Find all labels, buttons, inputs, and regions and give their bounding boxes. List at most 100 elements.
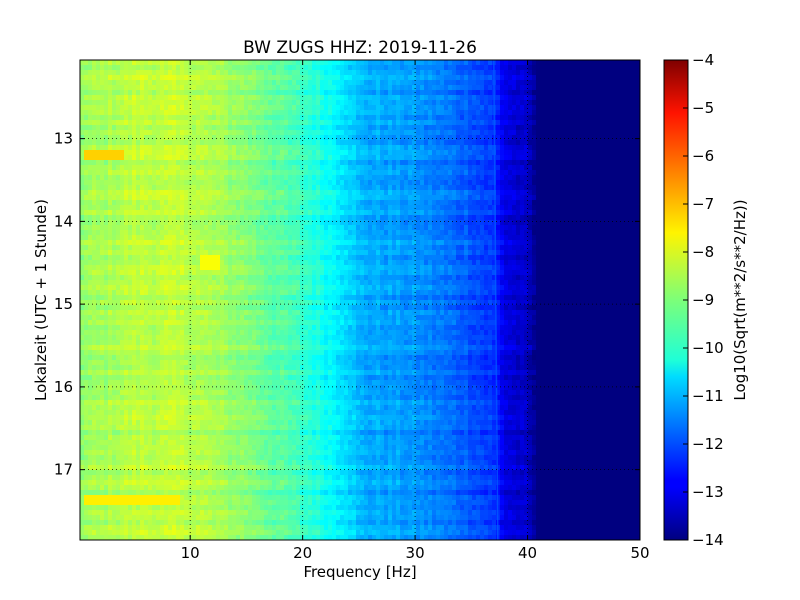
heatmap-cell <box>284 75 289 81</box>
heatmap-cell <box>488 225 493 231</box>
heatmap-cell <box>532 160 537 166</box>
heatmap-cell <box>148 185 153 191</box>
heatmap-cell <box>240 145 245 151</box>
heatmap-cell <box>252 165 257 171</box>
heatmap-cell <box>304 200 309 206</box>
heatmap-cell <box>216 95 221 101</box>
heatmap-cell <box>200 170 205 176</box>
heatmap-cell <box>220 230 225 236</box>
heatmap-cell <box>500 85 505 91</box>
heatmap-cell <box>288 110 293 116</box>
heatmap-cell <box>556 200 561 206</box>
heatmap-cell <box>324 125 329 131</box>
heatmap-cell <box>472 110 477 116</box>
heatmap-cell <box>272 100 277 106</box>
heatmap-cell <box>136 75 141 81</box>
heatmap-cell <box>428 65 433 71</box>
heatmap-cell <box>552 215 557 221</box>
heatmap-cell <box>608 115 613 121</box>
heatmap-cell <box>500 70 505 76</box>
heatmap-cell <box>144 100 149 106</box>
heatmap-cell <box>392 70 397 76</box>
heatmap-cell <box>524 175 529 181</box>
heatmap-cell <box>520 220 525 226</box>
heatmap-cell <box>252 235 257 241</box>
heatmap-cell <box>124 160 129 166</box>
heatmap-cell <box>408 140 413 146</box>
heatmap-cell <box>208 185 213 191</box>
heatmap-cell <box>144 235 149 241</box>
heatmap-cell <box>328 110 333 116</box>
heatmap-cell <box>128 170 133 176</box>
heatmap-cell <box>376 205 381 211</box>
heatmap-cell <box>352 85 357 91</box>
heatmap-cell <box>132 180 137 186</box>
heatmap-cell <box>232 190 237 196</box>
heatmap-cell <box>92 115 97 121</box>
heatmap-cell <box>264 120 269 126</box>
heatmap-cell <box>300 135 305 141</box>
heatmap-cell <box>168 110 173 116</box>
heatmap-cell <box>132 175 137 181</box>
heatmap-cell <box>148 90 153 96</box>
heatmap-cell <box>164 60 169 66</box>
heatmap-cell <box>540 155 545 161</box>
heatmap-cell <box>592 195 597 201</box>
heatmap-cell <box>468 100 473 106</box>
heatmap-cell <box>144 110 149 116</box>
heatmap-cell <box>376 175 381 181</box>
heatmap-cell <box>152 110 157 116</box>
heatmap-cell <box>168 105 173 111</box>
heatmap-cell <box>636 170 640 176</box>
heatmap-cell <box>596 110 601 116</box>
heatmap-cell <box>612 220 617 226</box>
heatmap-cell <box>460 135 465 141</box>
heatmap-cell <box>552 190 557 196</box>
heatmap-cell <box>572 175 577 181</box>
heatmap-cell <box>280 140 285 146</box>
heatmap-cell <box>496 135 501 141</box>
heatmap-cell <box>436 150 441 156</box>
heatmap-cell <box>456 105 461 111</box>
heatmap-cell <box>312 195 317 201</box>
heatmap-cell <box>624 95 629 101</box>
heatmap-cell <box>472 135 477 141</box>
heatmap-cell <box>572 145 577 151</box>
heatmap-cell <box>144 115 149 121</box>
heatmap-cell <box>440 215 445 221</box>
heatmap-cell <box>396 175 401 181</box>
heatmap-cell <box>84 100 89 106</box>
heatmap-cell <box>568 60 573 66</box>
heatmap-cell <box>348 185 353 191</box>
heatmap-cell <box>524 100 529 106</box>
heatmap-cell <box>80 100 85 106</box>
heatmap-cell <box>268 120 273 126</box>
heatmap-cell <box>184 230 189 236</box>
heatmap-cell <box>200 110 205 116</box>
heatmap-cell <box>156 85 161 91</box>
heatmap-cell <box>180 100 185 106</box>
heatmap-cell <box>452 185 457 191</box>
heatmap-cell <box>92 85 97 91</box>
heatmap-cell <box>196 215 201 221</box>
heatmap-cell <box>312 210 317 216</box>
heatmap-cell <box>572 105 577 111</box>
heatmap-cell <box>220 80 225 86</box>
heatmap-cell <box>140 170 145 176</box>
heatmap-cell <box>360 205 365 211</box>
heatmap-cell <box>124 140 129 146</box>
heatmap-cell <box>400 155 405 161</box>
heatmap-cell <box>112 225 117 231</box>
heatmap-cell <box>588 130 593 136</box>
heatmap-cell <box>112 120 117 126</box>
heatmap-cell <box>620 125 625 131</box>
heatmap-cell <box>496 115 501 121</box>
heatmap-cell <box>376 215 381 221</box>
heatmap-cell <box>376 120 381 126</box>
heatmap-row <box>80 200 640 206</box>
heatmap-cell <box>188 200 193 206</box>
heatmap-cell <box>476 90 481 96</box>
heatmap-cell <box>428 130 433 136</box>
heatmap-cell <box>84 75 89 81</box>
heatmap-cell <box>380 95 385 101</box>
